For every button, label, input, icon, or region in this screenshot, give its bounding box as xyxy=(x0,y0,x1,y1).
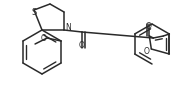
Text: N: N xyxy=(65,23,71,32)
Text: S: S xyxy=(31,8,37,17)
Text: O: O xyxy=(79,41,85,50)
Text: O: O xyxy=(145,22,151,31)
Text: O: O xyxy=(40,35,46,44)
Text: O: O xyxy=(143,46,149,56)
